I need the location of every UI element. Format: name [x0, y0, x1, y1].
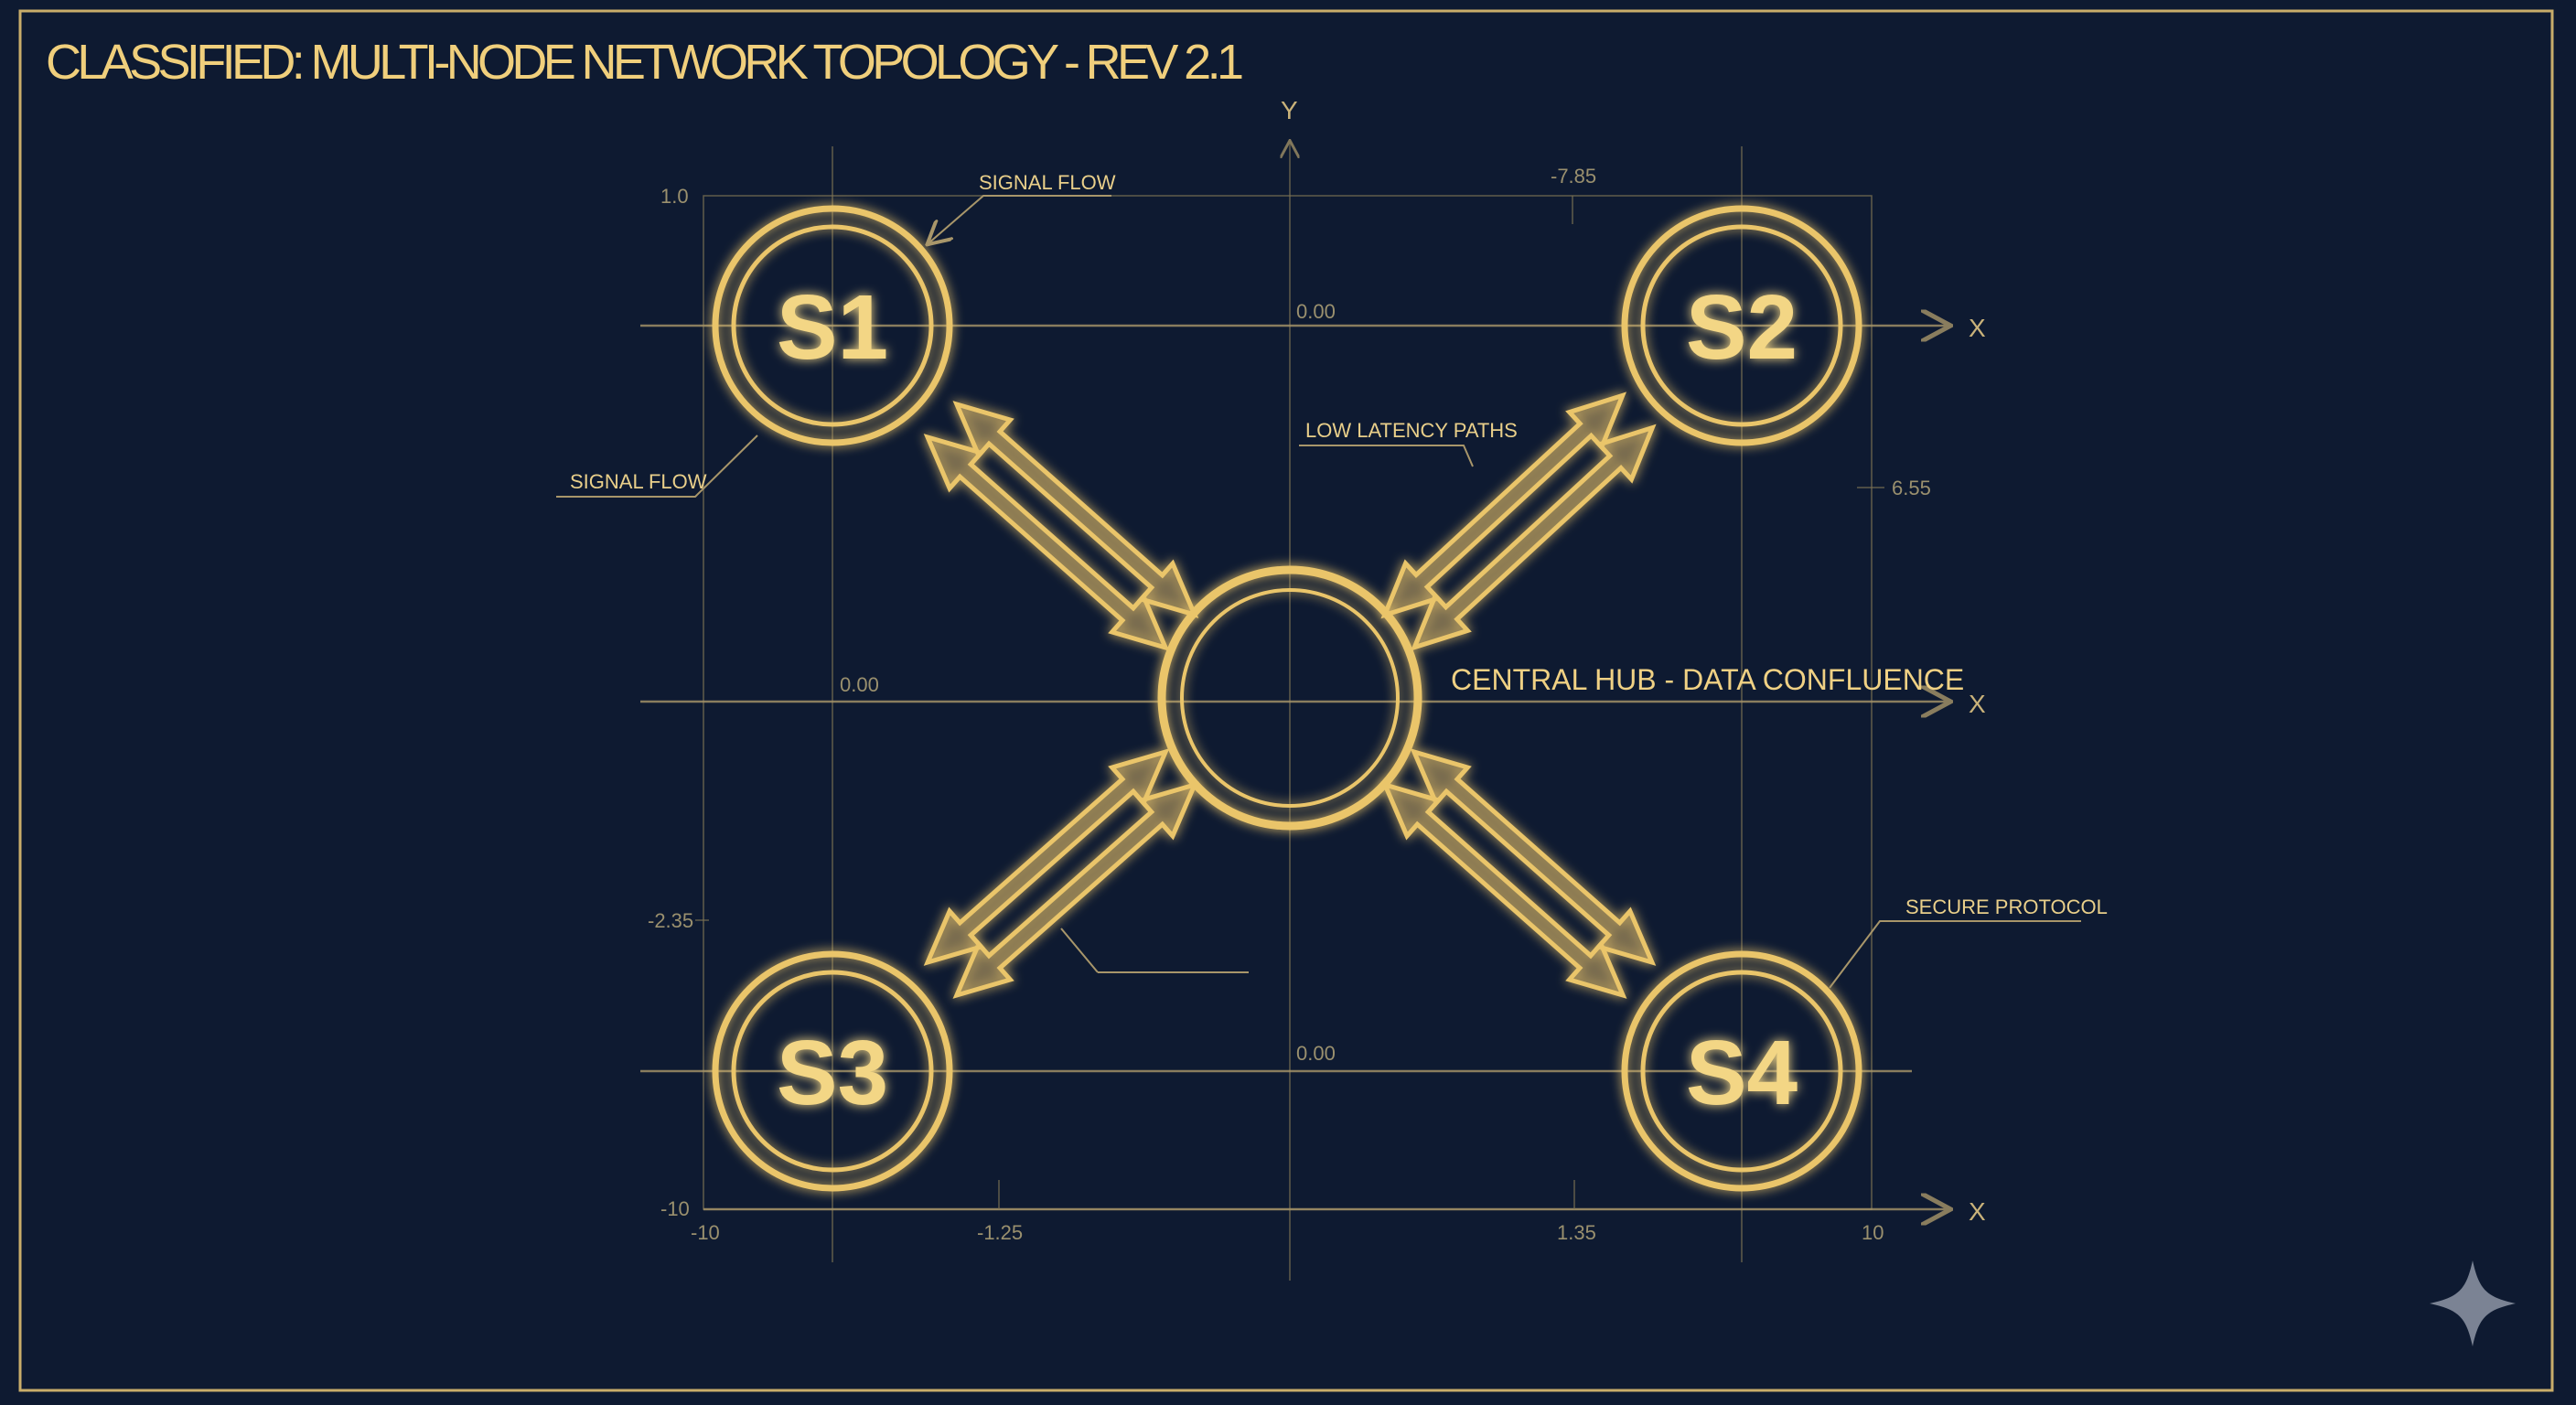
annotation-leader-lower: [1060, 928, 1099, 973]
annotation-low-latency: LOW LATENCY PATHS: [1299, 419, 1518, 467]
node-s3[interactable]: S3: [712, 950, 953, 1192]
arrow-s3-hub-2: [923, 748, 1170, 966]
page-title: CLASSIFIED: MULTI-NODE NETWORK TOPOLOGY …: [46, 35, 1244, 90]
node-s4[interactable]: S4: [1621, 950, 1862, 1192]
x-axis-middle-label: X: [1969, 690, 1986, 718]
grid: Y X X X: [640, 96, 1986, 1281]
svg-text:SIGNAL FLOW: SIGNAL FLOW: [570, 470, 707, 493]
node-s2[interactable]: S2: [1621, 205, 1862, 446]
svg-text:-7.85: -7.85: [1551, 165, 1596, 188]
annotation-secure-protocol: SECURE PROTOCOL: [1829, 896, 2108, 989]
svg-text:-2.35: -2.35: [648, 909, 693, 932]
svg-text:0.00: 0.00: [1296, 300, 1336, 323]
y-axis-label: Y: [1281, 96, 1298, 124]
node-label: S3: [777, 1022, 888, 1124]
node-label: S2: [1686, 276, 1798, 379]
annotation-signal-flow-left: SIGNAL FLOW: [556, 434, 758, 498]
svg-text:LOW LATENCY PATHS: LOW LATENCY PATHS: [1305, 419, 1518, 442]
svg-text:-10: -10: [691, 1221, 720, 1244]
frame-border: [18, 9, 2554, 1392]
tick-labels: 1.0 -7.85 0.00 6.55 0.00 -2.35 0.00 -10 …: [648, 165, 1931, 1244]
svg-text:1.35: 1.35: [1557, 1221, 1596, 1244]
svg-text:SECURE PROTOCOL: SECURE PROTOCOL: [1905, 896, 2108, 918]
arrow-s1-hub-1: [923, 434, 1170, 651]
svg-text:6.55: 6.55: [1892, 477, 1931, 499]
x-axis-upper-label: X: [1969, 314, 1986, 342]
arrow-s2-hub-2: [1410, 424, 1657, 651]
svg-text:-10: -10: [660, 1197, 690, 1220]
x-axis-bottom-label: X: [1969, 1197, 1986, 1226]
svg-text:10: 10: [1862, 1221, 1884, 1244]
arrow-s4-hub-1: [1410, 748, 1657, 966]
node-label: S1: [777, 276, 888, 379]
svg-text:-1.25: -1.25: [977, 1221, 1023, 1244]
node-s1[interactable]: S1: [712, 205, 953, 446]
svg-text:SIGNAL FLOW: SIGNAL FLOW: [979, 171, 1116, 194]
sparkle-icon: [2430, 1260, 2516, 1346]
svg-text:0.00: 0.00: [840, 673, 879, 696]
svg-text:0.00: 0.00: [1296, 1042, 1336, 1065]
node-label: S4: [1686, 1022, 1798, 1124]
svg-text:1.0: 1.0: [660, 185, 689, 208]
annotation-signal-flow-top: SIGNAL FLOW: [928, 171, 1116, 243]
hub-label: CENTRAL HUB - DATA CONFLUENCE: [1451, 663, 1964, 696]
connection-arrows: [923, 391, 1657, 999]
central-hub[interactable]: [1157, 565, 1422, 831]
